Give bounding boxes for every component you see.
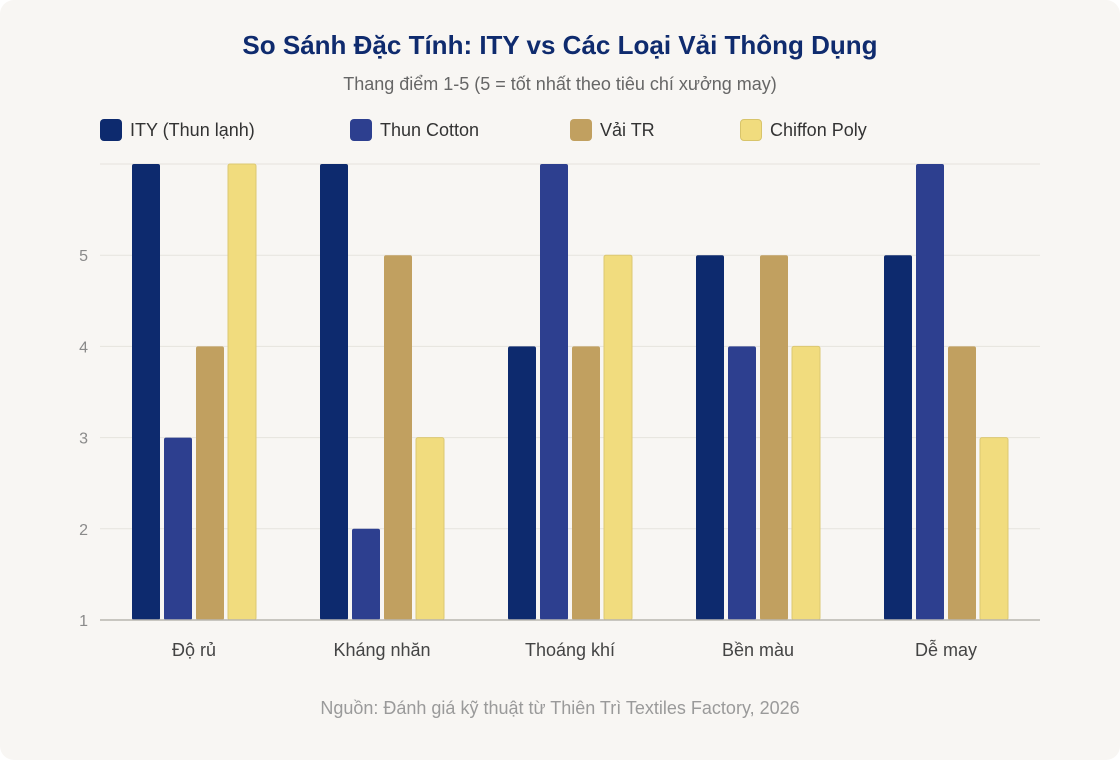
legend-label-chiffon-poly: Chiffon Poly: [770, 119, 867, 140]
chart-subtitle: Thang điểm 1-5 (5 = tốt nhất theo tiêu c…: [343, 74, 777, 94]
bar: [979, 437, 1009, 621]
bar: [508, 346, 536, 620]
y-tick-label: 2: [79, 522, 88, 539]
legend-swatch-chiffon-poly: [740, 119, 762, 141]
bar: [227, 163, 257, 621]
legend-label-ity: ITY (Thun lạnh): [130, 119, 255, 140]
legend-item-thun-cotton[interactable]: Thun Cotton: [350, 116, 479, 144]
x-tick-label: Thoáng khí: [525, 640, 615, 660]
bar: [540, 164, 568, 620]
y-tick-label: 3: [79, 431, 88, 448]
bar: [164, 437, 192, 620]
bar: [415, 437, 445, 621]
y-tick-label: 5: [79, 248, 88, 265]
bar: [320, 164, 348, 620]
legend-label-vai-tr: Vải TR: [600, 119, 655, 140]
bar: [948, 346, 976, 620]
bar: [132, 164, 160, 620]
x-tick-label: Kháng nhăn: [333, 640, 430, 660]
bar: [791, 345, 821, 621]
chart-source-note: Nguồn: Đánh giá kỹ thuật từ Thiên Trì Te…: [320, 698, 800, 718]
legend-swatch-thun-cotton: [350, 119, 372, 141]
y-tick-label: 4: [79, 339, 88, 356]
bar: [696, 255, 724, 620]
bar: [884, 255, 912, 620]
x-tick-label: Độ rủ: [172, 640, 216, 660]
bar: [916, 164, 944, 620]
chart-title: So Sánh Đặc Tính: ITY vs Các Loại Vải Th…: [242, 30, 878, 60]
bar: [352, 528, 380, 620]
bar: [384, 255, 412, 620]
bar: [603, 254, 633, 621]
y-tick-label: 1: [79, 613, 88, 630]
legend-item-vai-tr[interactable]: Vải TR: [570, 116, 655, 144]
legend-item-ity[interactable]: ITY (Thun lạnh): [100, 116, 255, 144]
x-tick-label: Bền màu: [722, 640, 794, 660]
bar: [728, 346, 756, 620]
bar: [572, 346, 600, 620]
bar: [196, 346, 224, 620]
legend-swatch-ity: [100, 119, 122, 141]
legend-swatch-vai-tr: [570, 119, 592, 141]
bar: [760, 255, 788, 620]
legend-item-chiffon-poly[interactable]: Chiffon Poly: [740, 116, 867, 144]
legend-label-thun-cotton: Thun Cotton: [380, 119, 480, 140]
x-tick-label: Dễ may: [915, 639, 977, 660]
